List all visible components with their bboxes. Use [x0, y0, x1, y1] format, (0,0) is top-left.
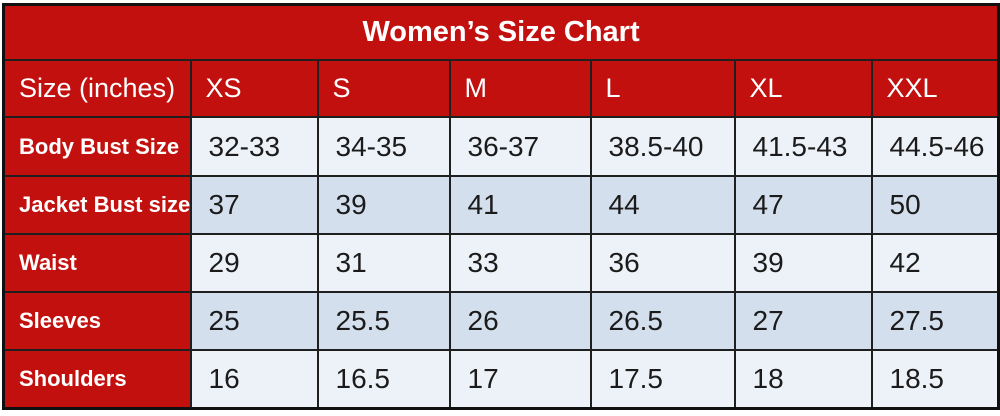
cell-body-bust-xxl: 44.5-46	[870, 116, 1000, 177]
cell-sleeves-s: 25.5	[316, 291, 451, 352]
size-chart-table: Women’s Size Chart Size (inches) XS S M …	[2, 3, 1000, 410]
row-label-waist: Waist	[2, 232, 192, 294]
cell-jacket-bust-m: 41	[448, 174, 592, 235]
row-label-body-bust: Body Bust Size	[2, 116, 192, 177]
cell-shoulders-xxl: 18.5	[870, 349, 1000, 410]
row-label-shoulders: Shoulders	[2, 349, 192, 410]
cell-shoulders-l: 17.5	[589, 349, 736, 410]
table-row-sleeves: Sleeves 25 25.5 26 26.5 27 27.5	[2, 291, 1000, 352]
table-row-body-bust: Body Bust Size 32-33 34-35 36-37 38.5-40…	[2, 116, 1000, 177]
womens-size-chart: Women’s Size Chart Size (inches) XS S M …	[2, 3, 1000, 410]
chart-title: Women’s Size Chart	[2, 3, 1000, 62]
header-xs: XS	[189, 59, 319, 119]
cell-sleeves-m: 26	[448, 291, 592, 352]
header-l: L	[589, 59, 736, 119]
cell-waist-l: 36	[589, 232, 736, 294]
header-s: S	[316, 59, 451, 119]
cell-body-bust-s: 34-35	[316, 116, 451, 177]
header-size-inches: Size (inches)	[2, 59, 192, 119]
cell-shoulders-xs: 16	[189, 349, 319, 410]
cell-sleeves-xs: 25	[189, 291, 319, 352]
cell-jacket-bust-xl: 47	[733, 174, 873, 235]
cell-body-bust-xs: 32-33	[189, 116, 319, 177]
cell-waist-m: 33	[448, 232, 592, 294]
table-row-waist: Waist 29 31 33 36 39 42	[2, 232, 1000, 294]
cell-jacket-bust-l: 44	[589, 174, 736, 235]
cell-body-bust-m: 36-37	[448, 116, 592, 177]
cell-jacket-bust-xxl: 50	[870, 174, 1000, 235]
cell-waist-xl: 39	[733, 232, 873, 294]
header-row: Size (inches) XS S M L XL XXL	[2, 59, 1000, 119]
cell-jacket-bust-s: 39	[316, 174, 451, 235]
cell-sleeves-xl: 27	[733, 291, 873, 352]
cell-waist-s: 31	[316, 232, 451, 294]
title-row: Women’s Size Chart	[2, 3, 1000, 62]
row-label-sleeves: Sleeves	[2, 291, 192, 352]
cell-body-bust-xl: 41.5-43	[733, 116, 873, 177]
cell-sleeves-xxl: 27.5	[870, 291, 1000, 352]
cell-waist-xs: 29	[189, 232, 319, 294]
cell-waist-xxl: 42	[870, 232, 1000, 294]
table-row-shoulders: Shoulders 16 16.5 17 17.5 18 18.5	[2, 349, 1000, 410]
cell-body-bust-l: 38.5-40	[589, 116, 736, 177]
header-xxl: XXL	[870, 59, 1000, 119]
cell-jacket-bust-xs: 37	[189, 174, 319, 235]
cell-shoulders-xl: 18	[733, 349, 873, 410]
cell-shoulders-s: 16.5	[316, 349, 451, 410]
cell-sleeves-l: 26.5	[589, 291, 736, 352]
row-label-jacket-bust: Jacket Bust size	[2, 174, 192, 235]
header-xl: XL	[733, 59, 873, 119]
cell-shoulders-m: 17	[448, 349, 592, 410]
table-row-jacket-bust: Jacket Bust size 37 39 41 44 47 50	[2, 174, 1000, 235]
header-m: M	[448, 59, 592, 119]
